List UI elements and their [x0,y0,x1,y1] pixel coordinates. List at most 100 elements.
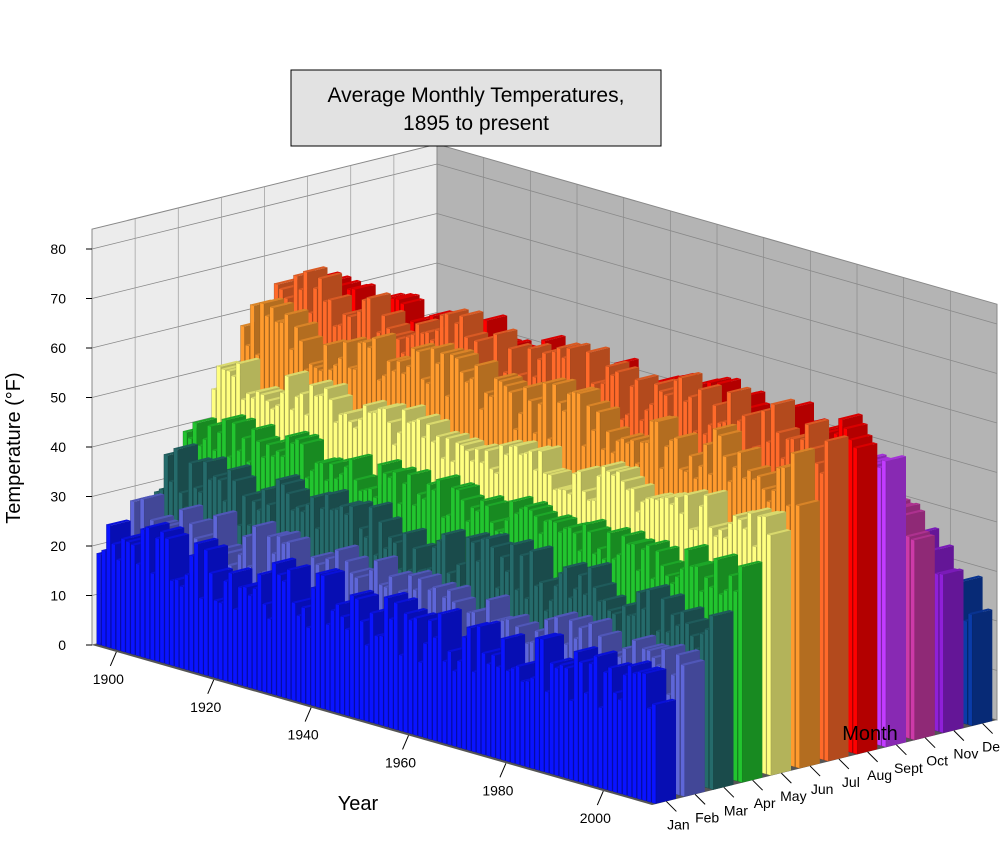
bar [325,623,330,711]
bar-top [382,467,407,474]
bar [369,612,374,724]
bar [637,671,642,800]
bar [651,703,657,804]
bar [145,526,150,660]
bar [510,667,515,764]
bar-top [515,621,540,628]
bar-top [712,423,737,430]
bar-top [500,633,526,640]
year-tick-label: 1920 [190,699,221,715]
temperature-tick-label: 60 [50,340,66,356]
bar-top [265,439,290,446]
bar-top [634,374,659,381]
bar [393,601,398,731]
month-tick-label: Mar [724,802,748,818]
bar-side [972,609,993,726]
bar-top [327,294,352,301]
bar-top [354,593,379,600]
bar-top [515,660,540,667]
bar-top [435,430,460,437]
bar-top [505,613,530,620]
bar [564,667,569,780]
bar-top [905,530,930,537]
month-tick-label: Oct [926,753,948,769]
bar-top [343,407,368,414]
bar-top [597,630,622,637]
bar-top [554,611,579,618]
bar-top [542,377,567,384]
bar [281,580,286,699]
bar [257,573,262,692]
bar-top [348,453,373,460]
bar-top [673,432,699,439]
month-tick [896,744,907,756]
bar-top [344,555,369,562]
bar-top [393,597,418,604]
bar-top [410,315,435,322]
bar [96,553,101,646]
year-tick-label: 1960 [385,754,416,770]
bar-top [627,660,652,667]
bar-top [349,589,375,596]
bar [573,650,579,782]
bar [330,609,335,713]
bar-top [252,520,277,527]
bar-top [459,310,484,317]
month-tick [953,730,965,741]
year-tick [304,707,312,722]
bar [154,537,160,663]
bar [383,596,389,728]
bar-top [426,418,451,425]
bar [515,665,520,766]
bar-top [650,492,675,499]
bar [296,614,301,703]
bar [578,661,584,784]
month-tick-label: May [780,788,806,804]
bar-top [446,584,472,591]
bar-top [436,474,461,481]
year-tick-label: 1980 [482,782,513,798]
bar [169,579,174,667]
bar [824,440,829,762]
bar [164,537,170,665]
bar-top [259,297,285,304]
bar-top [958,575,983,582]
bar-top [576,387,601,394]
bar [588,662,593,786]
bar-top [934,568,959,575]
bar-top [582,518,607,525]
bar [525,680,530,768]
bar-top [738,560,763,567]
bar-top [454,352,479,359]
bar-top [542,467,567,474]
title-box [290,69,662,147]
bar-top [378,516,403,523]
bar-top [661,643,686,650]
bar-top [795,499,820,506]
month-tick [666,801,677,812]
month-tick [723,786,735,798]
bar-top [653,378,679,385]
bar [101,549,106,647]
bar [218,601,223,681]
bar [422,642,428,739]
bar [276,573,282,697]
bar-top [824,435,849,442]
bar-top [473,335,498,342]
bar-top [694,560,719,567]
bar-top [726,386,752,393]
bar-top [255,386,280,393]
bar-top [386,322,411,329]
zlabel: Temperature (°F) [3,372,25,523]
bar-top [121,533,146,540]
bar-top [353,474,378,481]
bar-top [747,507,772,514]
bar [310,587,316,707]
year-tick [207,679,215,694]
bar-top [689,560,714,567]
bar [766,533,772,776]
bar-top [272,557,297,564]
bar-top [641,643,666,650]
bar [967,613,973,727]
bar-top [601,461,626,468]
